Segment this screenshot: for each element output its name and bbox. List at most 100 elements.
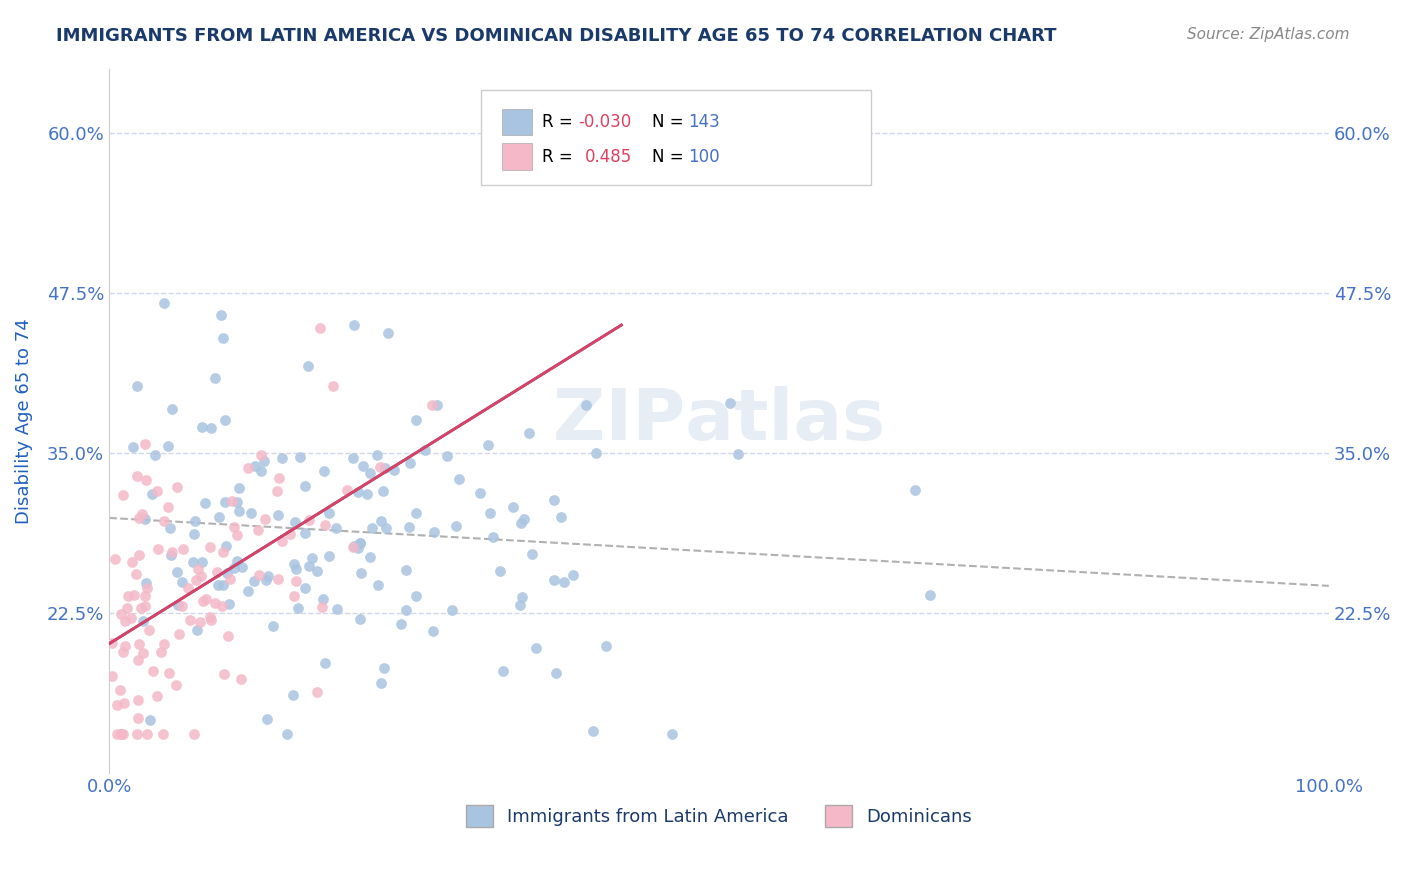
Point [370,676,392,690]
Point [190,555,212,569]
Legend: Immigrants from Latin America, Dominicans: Immigrants from Latin America, Dominican… [458,797,980,834]
Point [373,660,395,674]
Point [585,446,607,460]
Point [904,483,927,497]
Point [136,727,159,741]
Point [298,513,321,527]
Point [134,599,156,613]
Point [297,558,319,573]
Point [661,727,683,741]
Point [395,603,418,617]
Text: -0.030: -0.030 [579,113,631,131]
Point [166,480,188,494]
Point [134,589,156,603]
Point [367,578,389,592]
Point [405,590,427,604]
Point [160,545,183,559]
Point [325,521,347,535]
Point [359,466,381,480]
Point [413,443,436,458]
Point [200,421,222,435]
FancyBboxPatch shape [481,90,872,185]
Point [134,512,156,526]
Point [212,545,235,559]
Point [377,326,399,341]
Point [240,506,263,520]
Point [278,527,301,541]
Point [132,646,155,660]
Point [160,402,183,417]
Point [211,599,233,613]
Point [165,678,187,692]
Point [215,566,238,581]
Point [489,564,512,578]
Point [322,379,344,393]
Point [371,483,394,498]
Point [405,413,427,427]
Point [152,296,174,310]
Point [288,450,311,464]
Point [307,685,329,699]
Point [159,521,181,535]
Point [217,629,239,643]
Point [112,645,135,659]
Point [287,601,309,615]
Point [513,512,536,526]
Text: N =: N = [652,147,689,166]
Point [128,637,150,651]
Point [294,479,316,493]
Point [112,696,135,710]
Point [218,597,240,611]
Point [308,321,330,335]
Text: Source: ZipAtlas.com: Source: ZipAtlas.com [1187,27,1350,42]
Text: 0.485: 0.485 [585,147,633,166]
Point [222,560,245,574]
Point [426,398,449,412]
Point [256,569,278,583]
Point [105,698,128,713]
Point [167,627,190,641]
Point [370,514,392,528]
Point [122,440,145,454]
Point [209,308,232,322]
Point [267,572,290,586]
Point [285,574,308,588]
Point [253,512,276,526]
Point [134,437,156,451]
Point [359,549,381,564]
Point [449,472,471,486]
Point [114,614,136,628]
Point [142,664,165,678]
Point [128,511,150,525]
Point [347,541,370,556]
Point [187,562,209,576]
Point [229,672,252,686]
Point [575,399,598,413]
Point [247,523,270,537]
Point [312,592,335,607]
Point [256,712,278,726]
Point [157,439,180,453]
Point [190,419,212,434]
Text: R =: R = [543,147,583,166]
Point [121,555,143,569]
Point [374,460,396,475]
Point [157,500,180,515]
Point [200,613,222,627]
Point [194,592,217,607]
Point [127,727,149,741]
Point [243,459,266,474]
Point [146,689,169,703]
Point [228,504,250,518]
Point [110,607,132,621]
Point [103,552,125,566]
Point [422,624,444,639]
Point [117,589,139,603]
Point [122,588,145,602]
Point [225,554,247,568]
Point [524,641,547,656]
Point [125,566,148,581]
Point [221,493,243,508]
Point [181,555,204,569]
Point [177,581,200,595]
